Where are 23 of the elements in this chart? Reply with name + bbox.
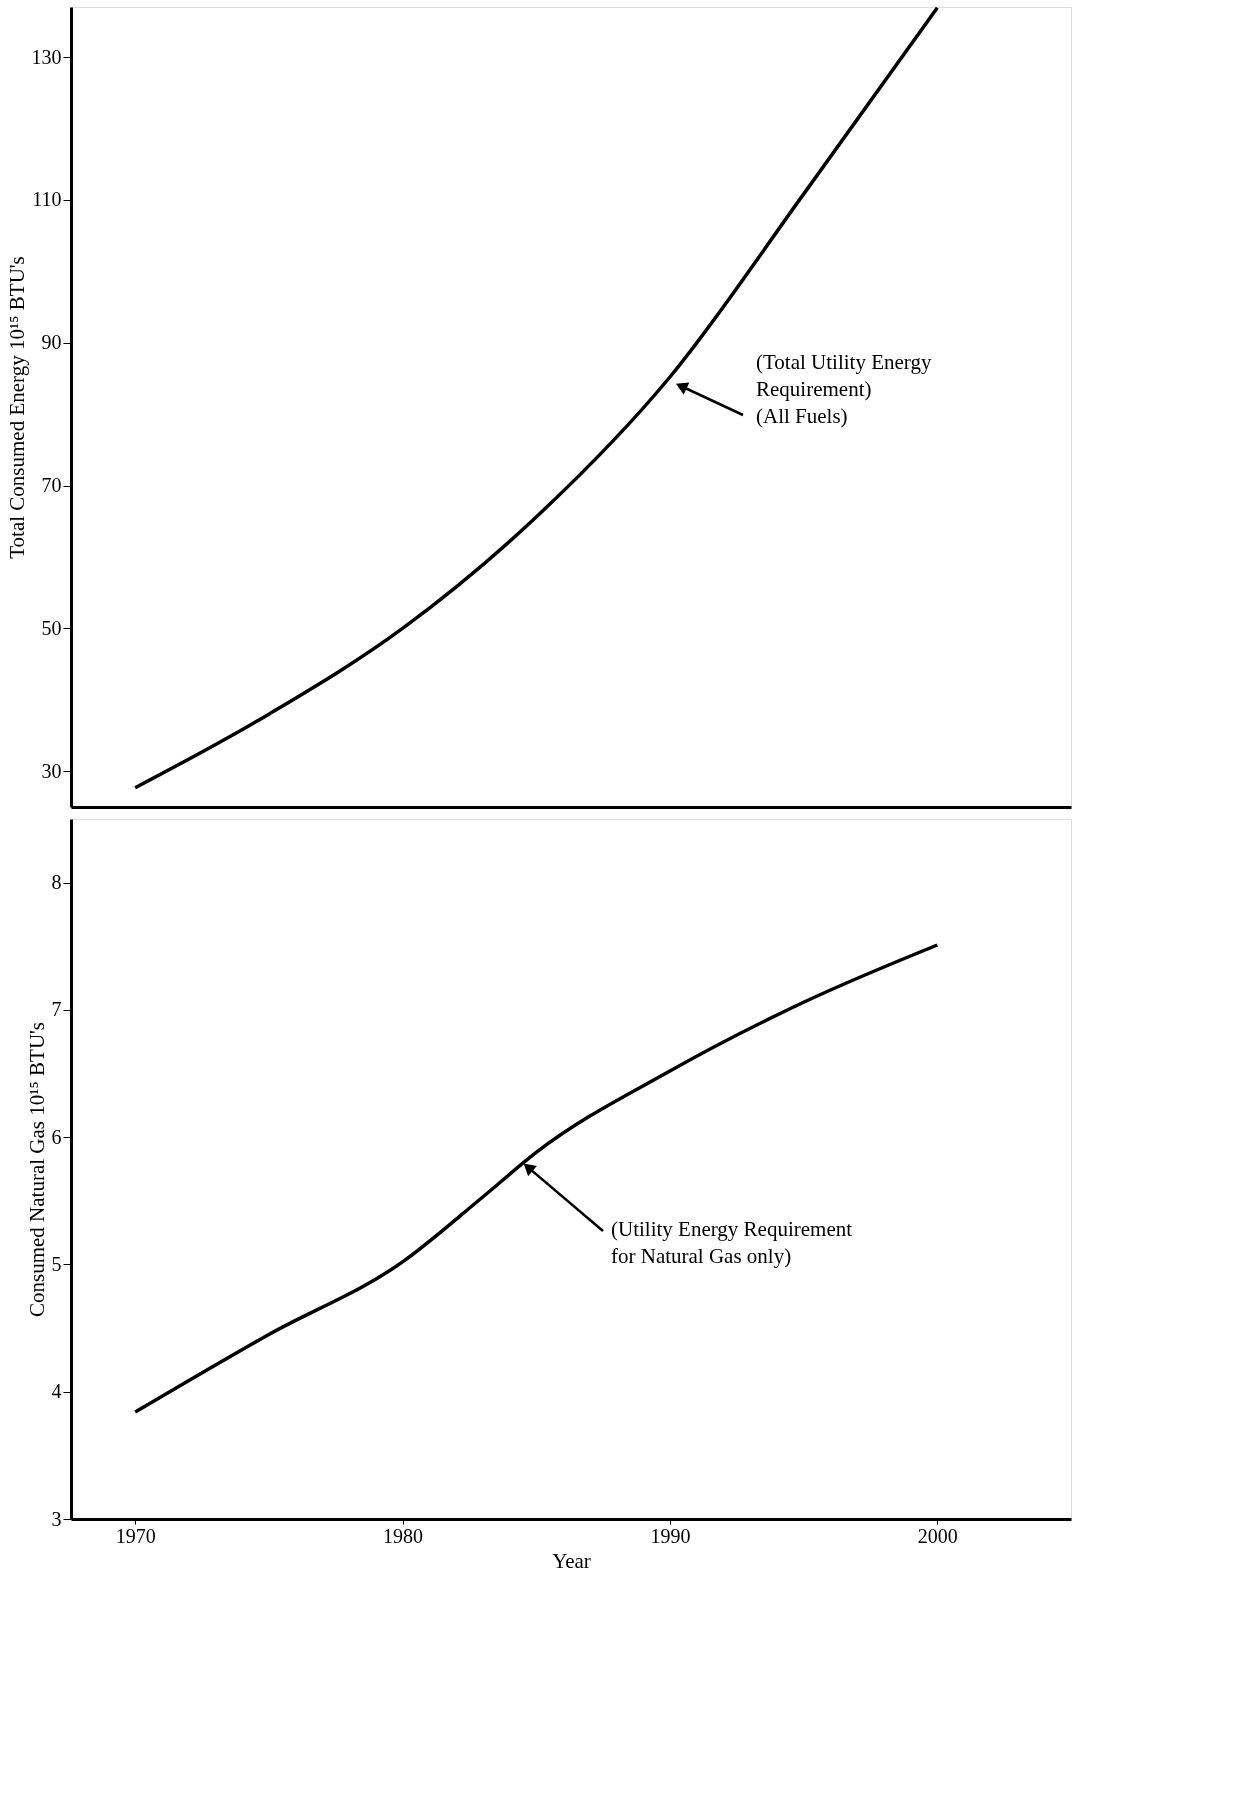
- line-series: [133, 5, 940, 790]
- y-tick-label: 8: [51, 871, 62, 894]
- x-tick-label: 1990: [650, 1524, 691, 1547]
- y-tick-label: 4: [51, 1380, 62, 1403]
- line-series: [133, 943, 940, 1414]
- y-tick-label: 90: [41, 331, 62, 354]
- y-tick-label: 5: [51, 1252, 62, 1275]
- y-axis-title: Consumed Natural Gas 10¹⁵ BTU's: [24, 1021, 49, 1318]
- y-tick-label: 50: [41, 616, 62, 639]
- x-tick-label: 1970: [115, 1524, 156, 1547]
- y-tick-label: 7: [51, 998, 62, 1021]
- annotation: (Total Utility Energy Requirement) (All Fuels): [756, 350, 932, 428]
- x-tick-label: 2000: [917, 1524, 958, 1547]
- x-axis-title: Year: [552, 1548, 591, 1573]
- y-tick-label: 110: [32, 188, 62, 211]
- y-tick-label: 70: [41, 474, 62, 497]
- y-tick-label: 3: [51, 1507, 62, 1530]
- x-tick-label: 1980: [383, 1524, 424, 1547]
- y-tick-label: 6: [51, 1125, 62, 1148]
- annotation: (Utility Energy Requirement for Natural Gas only): [611, 1217, 853, 1268]
- y-axis-title: Total Consumed Energy 10¹⁵ BTU's: [4, 256, 29, 559]
- y-tick-label: 30: [41, 759, 62, 782]
- y-tick-label: 130: [31, 45, 62, 68]
